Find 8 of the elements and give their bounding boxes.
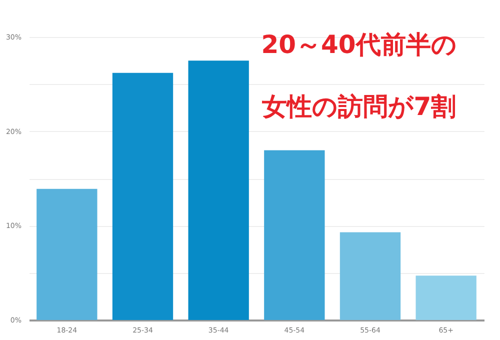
bar bbox=[112, 72, 174, 320]
bar bbox=[188, 60, 249, 320]
bar bbox=[264, 150, 325, 320]
bar bbox=[416, 276, 476, 320]
bar bbox=[340, 232, 401, 320]
bar bbox=[36, 188, 98, 320]
annotation: 女性の訪問が7割 bbox=[260, 92, 456, 121]
annotation: 20～40代前半の bbox=[261, 30, 457, 59]
